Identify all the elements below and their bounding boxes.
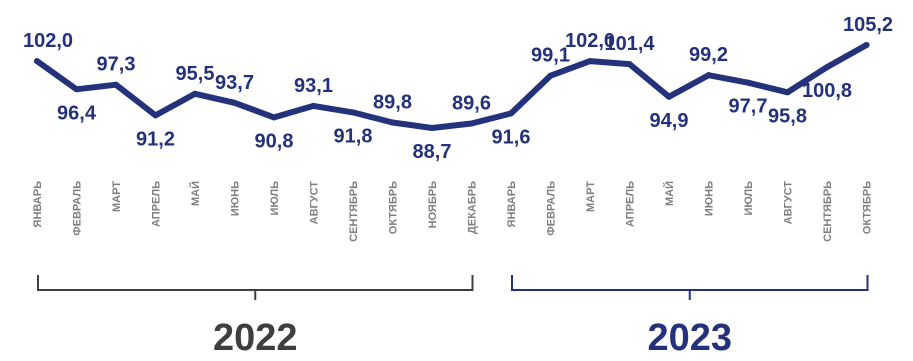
data-label: 93,1: [294, 75, 333, 97]
data-point: [547, 72, 554, 79]
x-tick-label: МАЙ: [189, 181, 202, 206]
data-label: 90,8: [255, 130, 294, 152]
x-tick-label: ИЮНЬ: [704, 181, 716, 216]
data-point: [863, 42, 870, 48]
x-tick-label: ИЮНЬ: [230, 181, 242, 216]
data-label: 96,4: [57, 102, 97, 124]
year-label-2022: 2022: [213, 317, 298, 359]
x-tick-label: АВГУСТ: [783, 181, 795, 225]
data-point: [310, 102, 317, 109]
data-point: [113, 81, 119, 88]
x-tick-label: АПРЕЛЬ: [625, 181, 637, 227]
data-point: [271, 114, 277, 121]
year-label-2023: 2023: [647, 317, 732, 359]
data-point-layer: [34, 42, 870, 131]
data-label: 99,2: [689, 44, 728, 66]
data-point: [73, 86, 80, 93]
data-label: 89,8: [373, 91, 412, 113]
x-tick-label: МАРТ: [111, 181, 123, 212]
x-tick-label: СЕНТЯБРЬ: [822, 181, 834, 242]
data-label: 95,5: [176, 63, 215, 85]
x-tick-label: ЯНВАРЬ: [506, 181, 518, 228]
data-point: [508, 110, 514, 117]
data-label: 97,7: [729, 96, 768, 118]
data-label: 102,0: [565, 30, 615, 52]
year-label-layer: 2022 2023: [213, 317, 732, 359]
month-label-layer: ЯНВАРЬ ФЕВРАЛЬ МАРТ АПРЕЛЬ МАЙ ИЮНЬ ИЮЛЬ АВГУСТ…: [32, 181, 874, 242]
data-label: 100,8: [802, 80, 852, 102]
data-label: 105,2: [843, 14, 893, 36]
x-tick-label: СЕНТЯБРЬ: [348, 181, 360, 242]
data-point: [231, 99, 238, 106]
x-tick-label: ЯНВАРЬ: [32, 181, 44, 228]
data-label: 91,8: [334, 125, 373, 147]
x-tick-label: МАЙ: [663, 181, 676, 206]
data-point: [705, 72, 712, 79]
x-tick-label: ФЕВРАЛЬ: [546, 181, 558, 236]
data-label: 97,3: [97, 54, 136, 76]
x-tick-label: ОКТЯБРЬ: [388, 181, 400, 234]
x-tick-label: ФЕВРАЛЬ: [72, 181, 84, 236]
series-line-layer: [34, 42, 870, 131]
data-point: [784, 89, 791, 96]
x-tick-label: НОЯБРЬ: [427, 181, 439, 229]
data-point: [666, 93, 672, 100]
series-line: [34, 42, 870, 131]
data-label: 102,0: [23, 30, 73, 52]
data-label: 91,6: [492, 126, 531, 148]
value-label-layer: 102,096,497,391,295,5 93,790,893,191,889,…: [23, 14, 893, 163]
data-point: [587, 58, 593, 65]
data-label: 93,7: [215, 72, 254, 94]
data-point: [626, 61, 633, 68]
data-label: 99,1: [531, 45, 570, 67]
year-bracket-2022: [37, 275, 474, 300]
data-label: 95,8: [768, 105, 807, 127]
x-tick-label: ИЮЛЬ: [269, 181, 281, 216]
data-point: [34, 58, 40, 65]
data-point: [350, 109, 356, 116]
data-label: 89,6: [452, 92, 491, 114]
data-label: 88,7: [413, 141, 452, 163]
data-point: [824, 64, 830, 71]
x-tick-label: ИЮЛЬ: [743, 181, 755, 216]
data-label: 101,4: [604, 33, 655, 55]
x-tick-label: АВГУСТ: [309, 181, 321, 225]
year-bracket-2023: [511, 275, 869, 300]
x-tick-label: МАРТ: [585, 181, 597, 212]
data-label: 94,9: [650, 110, 689, 132]
year-bracket-layer: [37, 275, 869, 300]
data-point: [429, 125, 435, 131]
data-label: 91,2: [136, 128, 175, 150]
data-point: [192, 90, 198, 97]
x-tick-label: ДЕКАБРЬ: [467, 181, 479, 234]
data-point: [152, 112, 159, 119]
data-point: [468, 120, 475, 127]
data-point: [745, 79, 751, 86]
data-point: [389, 119, 396, 126]
x-tick-label: ОКТЯБРЬ: [862, 181, 874, 234]
x-tick-label: АПРЕЛЬ: [151, 181, 163, 227]
